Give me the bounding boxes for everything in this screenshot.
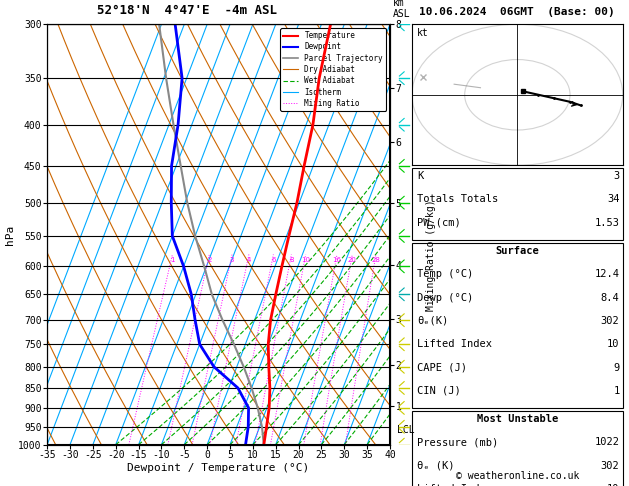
Text: 9: 9: [613, 363, 620, 373]
X-axis label: Dewpoint / Temperature (°C): Dewpoint / Temperature (°C): [128, 463, 309, 473]
Text: 4: 4: [247, 257, 251, 262]
Text: K: K: [417, 171, 423, 181]
Text: km
ASL: km ASL: [393, 0, 411, 19]
Text: LCL: LCL: [397, 425, 415, 435]
Text: 16: 16: [333, 257, 342, 262]
Text: 10: 10: [607, 339, 620, 349]
Text: 10.06.2024  06GMT  (Base: 00): 10.06.2024 06GMT (Base: 00): [420, 7, 615, 17]
Y-axis label: hPa: hPa: [5, 225, 15, 244]
Text: CAPE (J): CAPE (J): [417, 363, 467, 373]
Text: Mixing Ratio (g/kg): Mixing Ratio (g/kg): [426, 200, 436, 312]
Text: Totals Totals: Totals Totals: [417, 194, 498, 205]
Text: 3: 3: [613, 171, 620, 181]
Text: Lifted Index: Lifted Index: [417, 484, 492, 486]
Text: kt: kt: [417, 28, 429, 38]
Text: 20: 20: [348, 257, 357, 262]
Text: 34: 34: [607, 194, 620, 205]
Text: 10: 10: [301, 257, 310, 262]
Text: 2: 2: [207, 257, 211, 262]
Text: Lifted Index: Lifted Index: [417, 339, 492, 349]
Text: 1.53: 1.53: [594, 218, 620, 228]
Text: 10: 10: [607, 484, 620, 486]
Text: 3: 3: [230, 257, 235, 262]
Text: 12.4: 12.4: [594, 269, 620, 279]
Text: Dewp (°C): Dewp (°C): [417, 293, 473, 303]
Text: Surface: Surface: [496, 246, 539, 256]
Text: Most Unstable: Most Unstable: [477, 414, 558, 424]
Text: 302: 302: [601, 461, 620, 471]
Text: θₑ (K): θₑ (K): [417, 461, 455, 471]
Text: θₑ(K): θₑ(K): [417, 316, 448, 326]
Text: 8: 8: [289, 257, 294, 262]
Text: 1: 1: [613, 386, 620, 396]
Legend: Temperature, Dewpoint, Parcel Trajectory, Dry Adiabat, Wet Adiabat, Isotherm, Mi: Temperature, Dewpoint, Parcel Trajectory…: [280, 28, 386, 111]
Text: CIN (J): CIN (J): [417, 386, 461, 396]
Text: 52°18'N  4°47'E  -4m ASL: 52°18'N 4°47'E -4m ASL: [97, 4, 277, 17]
Text: © weatheronline.co.uk: © weatheronline.co.uk: [455, 471, 579, 481]
Text: 8.4: 8.4: [601, 293, 620, 303]
Text: Temp (°C): Temp (°C): [417, 269, 473, 279]
Text: 6: 6: [271, 257, 276, 262]
Text: 302: 302: [601, 316, 620, 326]
Text: PW (cm): PW (cm): [417, 218, 461, 228]
Text: 1022: 1022: [594, 437, 620, 448]
Text: 28: 28: [372, 257, 381, 262]
Text: 1: 1: [170, 257, 175, 262]
Text: Pressure (mb): Pressure (mb): [417, 437, 498, 448]
